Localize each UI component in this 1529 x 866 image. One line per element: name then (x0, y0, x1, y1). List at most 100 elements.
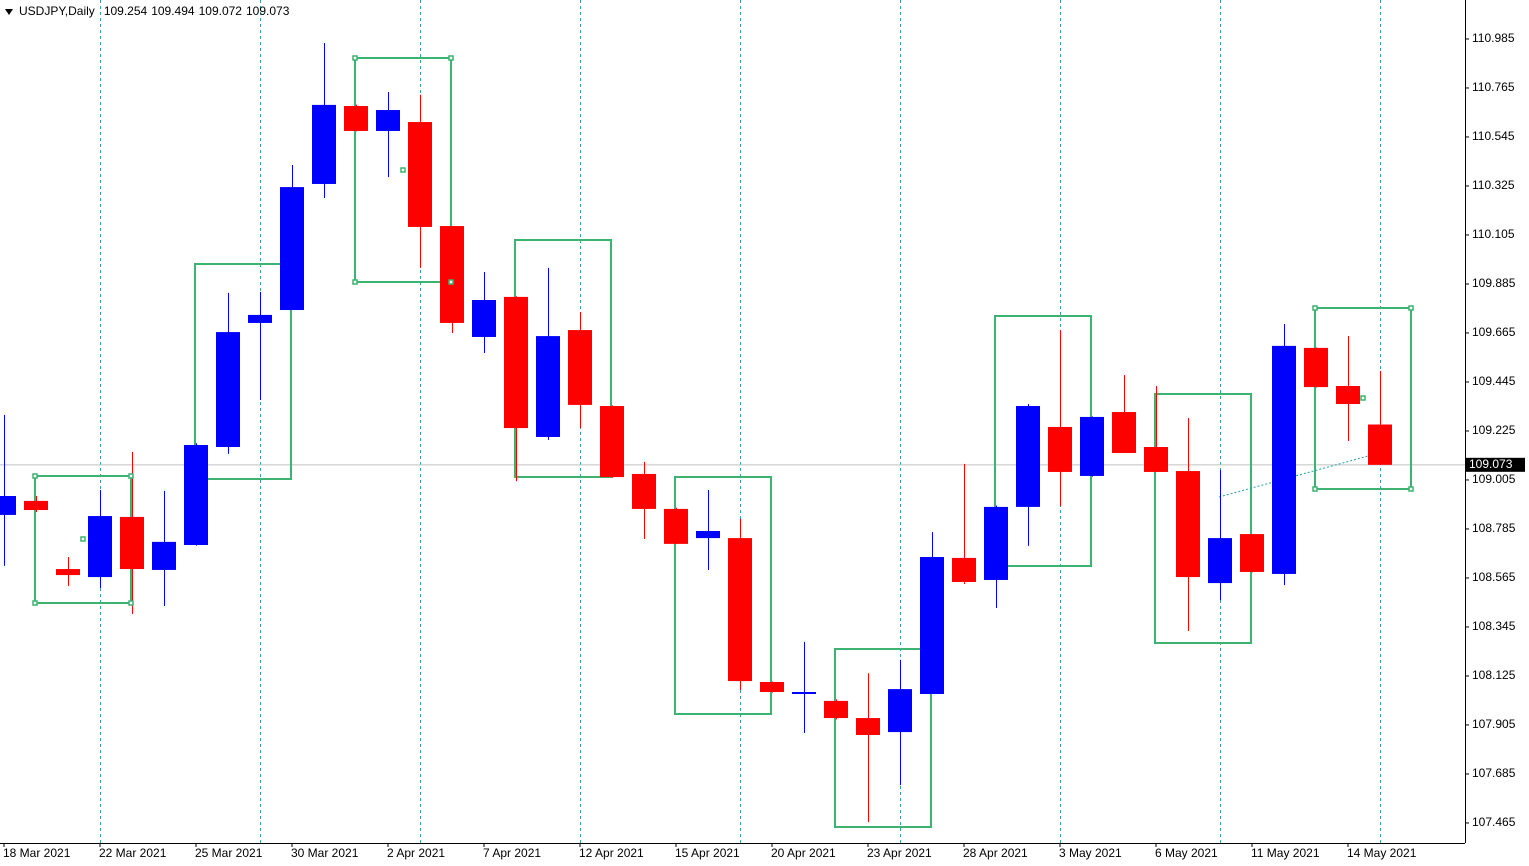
y-tick-label: 107.905 (1472, 717, 1516, 731)
candle-body (664, 508, 688, 544)
candle-body (536, 336, 560, 437)
symbol: USDJPY,Daily (19, 4, 95, 18)
candle-body (1048, 426, 1072, 472)
candles (0, 42, 1392, 823)
y-tick-label: 110.545 (1472, 129, 1515, 143)
x-tick-label: 30 Mar 2021 (291, 846, 359, 860)
candle-body (504, 296, 528, 429)
x-tick-label: 15 Apr 2021 (675, 846, 740, 860)
candle-body (56, 569, 80, 576)
header: USDJPY,Daily 109.254 109.494 109.072 109.073 (19, 4, 290, 18)
handle (400, 167, 406, 173)
candle-body (1208, 538, 1232, 584)
handle (1408, 305, 1414, 311)
candle-body (888, 689, 912, 733)
candle-body (88, 516, 112, 578)
rectangle (354, 57, 452, 283)
candle-body (24, 500, 48, 511)
y-tick-label: 108.125 (1472, 668, 1516, 682)
candle-body (920, 557, 944, 694)
current-price-label: 109.073 (1469, 457, 1513, 471)
close-value: 109.073 (246, 4, 290, 18)
candle-body (0, 496, 16, 515)
candle-body (120, 516, 144, 570)
candle-body (472, 300, 496, 337)
candle-body (1080, 416, 1104, 476)
y-tick-label: 110.105 (1472, 227, 1515, 241)
candle-body (760, 681, 784, 692)
x-tick-label: 22 Mar 2021 (99, 846, 167, 860)
y-tick-label: 107.465 (1472, 815, 1516, 829)
candle-body (1240, 534, 1264, 572)
handle (32, 600, 38, 606)
y-tick-label: 108.785 (1472, 521, 1516, 535)
candle-body (248, 314, 272, 323)
x-tick-label: 12 Apr 2021 (579, 846, 644, 860)
x-tick-label: 11 May 2021 (1251, 846, 1320, 860)
y-tick-label: 110.765 (1472, 80, 1515, 94)
high-value: 109.494 (151, 4, 195, 18)
y-tick-label: 110.985 (1472, 31, 1515, 45)
y-tick-label: 110.325 (1472, 178, 1515, 192)
handle (352, 55, 358, 61)
x-tick-label: 28 Apr 2021 (963, 846, 1028, 860)
handle (448, 55, 454, 61)
candle-body (280, 187, 304, 311)
current-price-box (1466, 457, 1525, 472)
candle-body (1144, 447, 1168, 472)
open-value: 109.254 (104, 4, 148, 18)
collapse-arrow[interactable] (5, 9, 13, 15)
candle-body (600, 406, 624, 478)
candle-body (184, 444, 208, 545)
axes: 110.985 110.765 110.545 110.325 110.105 109.8… (3, 31, 1525, 860)
candle-body (568, 330, 592, 405)
x-tick-label: 7 Apr 2021 (483, 846, 541, 860)
candle-body (344, 106, 368, 131)
candle-body (1016, 406, 1040, 507)
handle (448, 279, 454, 285)
handle (1408, 486, 1414, 492)
y-tick-label: 109.665 (1472, 325, 1516, 339)
handle (128, 473, 134, 479)
candle-body (984, 506, 1008, 580)
y-tick-label: 109.885 (1472, 276, 1516, 290)
candle-body (952, 557, 976, 582)
candle-body (312, 104, 336, 184)
handle (128, 600, 134, 606)
y-tick-label: 108.345 (1472, 619, 1516, 633)
handle (32, 473, 38, 479)
candle-body (376, 110, 400, 131)
candle-body (632, 473, 656, 509)
y-tick-label: 107.685 (1472, 766, 1516, 780)
x-tick-label: 14 May 2021 (1347, 846, 1417, 860)
candle-body (216, 332, 240, 448)
y-tick-label: 108.565 (1472, 570, 1516, 584)
candle-body (1336, 385, 1360, 405)
candle-body (152, 541, 176, 570)
rectangle (834, 648, 932, 828)
candle-body (408, 122, 432, 227)
y-tick-label: 109.225 (1472, 423, 1516, 437)
rectangle (194, 263, 292, 480)
candle-body (696, 530, 720, 539)
low-value: 109.072 (199, 4, 243, 18)
x-tick-label: 2 Apr 2021 (387, 846, 445, 860)
candle-body (1112, 412, 1136, 454)
x-tick-label: 3 May 2021 (1059, 846, 1122, 860)
handle (80, 536, 86, 542)
candle-body (856, 718, 880, 735)
handle (1360, 395, 1366, 401)
rectangle (1314, 307, 1412, 490)
x-tick-label: 20 Apr 2021 (771, 846, 836, 860)
handle (352, 279, 358, 285)
handles (32, 55, 1414, 606)
x-tick-label: 25 Mar 2021 (195, 846, 263, 860)
handle (1312, 305, 1318, 311)
rectangle (1154, 393, 1252, 644)
candle-body (824, 700, 848, 719)
candle-body (1176, 471, 1200, 578)
x-tick-label: 18 Mar 2021 (3, 846, 71, 860)
x-tick-label: 23 Apr 2021 (867, 846, 932, 860)
candle-body (728, 538, 752, 682)
